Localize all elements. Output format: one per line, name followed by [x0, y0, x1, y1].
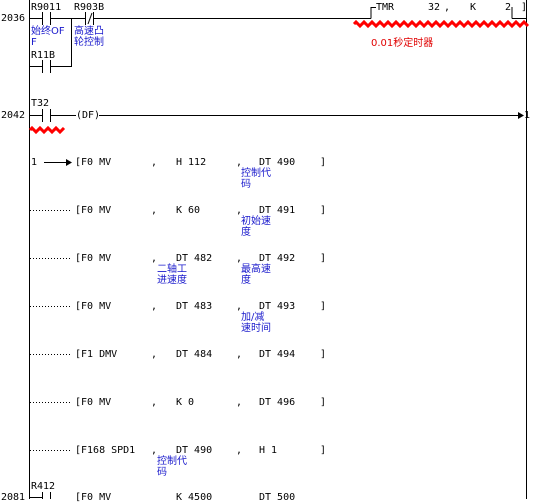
- contact-comment: 高速凸 轮控制: [74, 26, 104, 48]
- separator: ,: [151, 253, 158, 264]
- instruction-op[interactable]: [F0 MV: [75, 492, 112, 503]
- instruction-operand: DT 494: [259, 349, 296, 360]
- separator: ,: [236, 157, 243, 168]
- close-bracket: ]: [521, 2, 528, 13]
- contact-label[interactable]: R9011: [31, 2, 62, 13]
- contact-label[interactable]: R903B: [74, 2, 105, 13]
- continuation-target: 1: [524, 110, 531, 121]
- instruction-op[interactable]: [F168 SPD1: [75, 445, 136, 456]
- instruction-operand: DT 484: [176, 349, 213, 360]
- instruction-operand: DT 493: [259, 301, 296, 312]
- close-bracket: ]: [320, 253, 327, 264]
- instruction-operand: DT 490: [176, 445, 213, 456]
- operand-comment: 最高速 度: [241, 264, 271, 286]
- continuation-marker: 1: [31, 157, 38, 168]
- timer-instruction[interactable]: TMR: [376, 2, 395, 13]
- separator: ,: [236, 397, 243, 408]
- instruction-operand: DT 496: [259, 397, 296, 408]
- instruction-operand: DT 490: [259, 157, 296, 168]
- separator: ,: [151, 205, 158, 216]
- instruction-operand: DT 482: [176, 253, 213, 264]
- timer-number: 32: [428, 2, 441, 13]
- separator: ,: [236, 349, 243, 360]
- instruction-operand: DT 483: [176, 301, 213, 312]
- separator: ,: [151, 445, 158, 456]
- contact-label[interactable]: T32: [31, 98, 50, 109]
- instruction-operand: DT 491: [259, 205, 296, 216]
- instruction-op[interactable]: [F0 MV: [75, 301, 112, 312]
- step-number: 2036: [1, 13, 26, 24]
- instruction-op[interactable]: [F0 MV: [75, 205, 112, 216]
- instruction-op[interactable]: [F1 DMV: [75, 349, 118, 360]
- close-bracket: ]: [320, 397, 327, 408]
- separator: ,: [151, 349, 158, 360]
- separator: ,: [151, 301, 158, 312]
- contact-label[interactable]: R412: [31, 481, 56, 492]
- instruction-operand: K 4500: [176, 492, 213, 503]
- close-bracket: ]: [320, 349, 327, 360]
- separator: ,: [151, 157, 158, 168]
- operand-comment: 二轴工 进速度: [157, 264, 187, 286]
- instruction-operand: DT 492: [259, 253, 296, 264]
- close-bracket: ]: [320, 301, 327, 312]
- contact-comment: 始终OF F: [31, 26, 65, 48]
- operand-comment: 控制代 码: [241, 168, 271, 190]
- instruction-op[interactable]: [F0 MV: [75, 397, 112, 408]
- close-bracket: ]: [320, 445, 327, 456]
- operand-comment: 加/减 速时间: [241, 312, 271, 334]
- timer-constant-value: 2: [505, 2, 512, 13]
- instruction-operand: K 60: [176, 205, 201, 216]
- contact-label[interactable]: R11B: [31, 50, 56, 61]
- instruction-operand: H 1: [259, 445, 278, 456]
- separator: ,: [444, 2, 451, 13]
- instruction-op[interactable]: [F0 MV: [75, 157, 112, 168]
- operand-comment: 初始速 度: [241, 216, 271, 238]
- separator: ,: [236, 301, 243, 312]
- close-bracket: ]: [320, 157, 327, 168]
- close-bracket: ]: [320, 205, 327, 216]
- instruction-op[interactable]: [F0 MV: [75, 253, 112, 264]
- step-number: 2042: [1, 110, 26, 121]
- operand-comment: 控制代 码: [157, 456, 187, 478]
- timer-constant-prefix: K: [470, 2, 477, 13]
- coil-comment: 0.01秒定时器: [371, 38, 434, 49]
- instruction-operand: K 0: [176, 397, 195, 408]
- separator: ,: [151, 397, 158, 408]
- separator: ,: [236, 253, 243, 264]
- instruction-operand: DT 500: [259, 492, 296, 503]
- instruction-operand: H 112: [176, 157, 207, 168]
- separator: ,: [236, 205, 243, 216]
- step-number: 2081: [1, 492, 26, 503]
- separator: ,: [236, 445, 243, 456]
- pulse-instruction[interactable]: (DF): [76, 110, 101, 121]
